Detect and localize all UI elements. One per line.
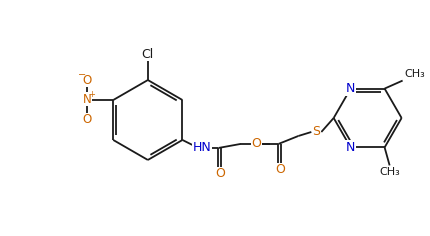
Text: S: S	[312, 126, 320, 139]
Text: N: N	[346, 82, 355, 95]
Text: O: O	[275, 164, 285, 177]
Text: N: N	[346, 141, 355, 154]
Text: CH₃: CH₃	[405, 69, 425, 79]
Text: Cl: Cl	[142, 48, 154, 61]
Text: CH₃: CH₃	[379, 167, 400, 177]
Text: N: N	[83, 93, 92, 105]
Text: O: O	[215, 168, 225, 181]
Text: +: +	[88, 89, 95, 98]
Text: HN: HN	[193, 141, 212, 155]
Text: −: −	[78, 70, 86, 80]
Text: O: O	[83, 74, 92, 87]
Text: O: O	[83, 114, 92, 126]
Text: O: O	[252, 138, 261, 151]
